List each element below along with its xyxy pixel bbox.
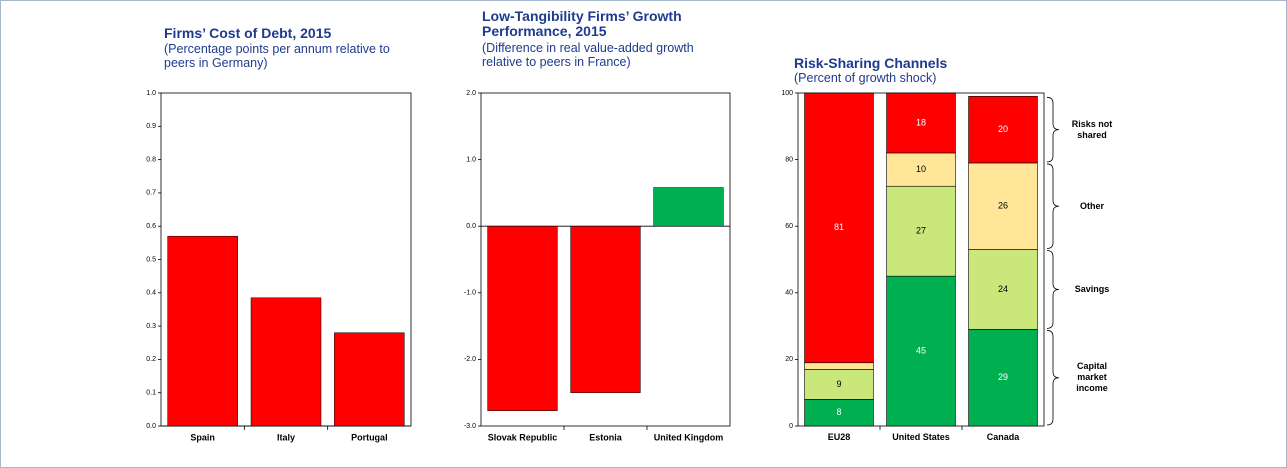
bar-segment — [886, 185, 956, 277]
data-label: 10 — [916, 164, 926, 174]
data-label: 20 — [998, 124, 1008, 134]
bar — [487, 225, 558, 411]
chart-subtitle: (Percent of growth shock) — [794, 71, 937, 85]
bar-segment — [886, 92, 956, 154]
bar-segment — [968, 162, 1038, 250]
y-tick-label: 0.3 — [146, 323, 156, 330]
x-tick-label: Italy — [277, 432, 295, 442]
data-label: 18 — [916, 117, 926, 127]
y-tick-label: 0.0 — [146, 423, 156, 430]
data-label: 29 — [998, 372, 1008, 382]
data-label: 26 — [998, 201, 1008, 211]
y-tick-label: -3.0 — [464, 423, 476, 430]
bar — [653, 187, 724, 227]
legend-bracket — [1046, 250, 1060, 329]
chart-subtitle: (Difference in real value-added growth r… — [482, 41, 694, 69]
y-tick-label: 0.5 — [146, 256, 156, 263]
bar — [250, 297, 322, 427]
bar-segment — [968, 329, 1038, 427]
data-label: 81 — [834, 222, 844, 232]
x-tick-label: Spain — [190, 432, 215, 442]
bar — [570, 225, 641, 393]
y-tick-label: 0 — [789, 423, 793, 430]
chart-title: Firms’ Cost of Debt, 2015 — [164, 25, 332, 41]
data-label: 9 — [836, 379, 841, 389]
bar-segment — [968, 96, 1038, 164]
x-tick-label: Estonia — [589, 432, 623, 442]
x-tick-label: Canada — [986, 432, 1020, 442]
x-tick-label: Slovak Republic — [488, 432, 558, 442]
legend-bracket — [1046, 330, 1060, 426]
y-tick-label: 20 — [785, 356, 793, 363]
y-tick-label: 0.8 — [146, 156, 156, 163]
data-label: 8 — [836, 407, 841, 417]
chart-title: Low-Tangibility Firms’ Growth Performanc… — [482, 8, 682, 39]
bar-segment — [804, 362, 874, 370]
y-tick-label: 0.7 — [146, 190, 156, 197]
chart-subtitle: (Percentage points per annum relative to… — [164, 42, 390, 70]
y-tick-label: -2.0 — [464, 356, 476, 363]
y-tick-label: -1.0 — [464, 290, 476, 297]
bar-segment — [804, 399, 874, 427]
x-tick-label: Portugal — [351, 432, 388, 442]
y-tick-label: 0.1 — [146, 390, 156, 397]
y-tick-label: 0.0 — [466, 223, 476, 230]
x-tick-label: EU28 — [827, 432, 851, 442]
bar — [167, 235, 238, 427]
bar-segment — [886, 275, 956, 427]
data-label: 24 — [998, 284, 1008, 294]
bar-segment — [886, 152, 956, 187]
data-label: 27 — [916, 226, 926, 236]
y-tick-label: 0.6 — [146, 223, 156, 230]
data-label: 45 — [916, 345, 926, 355]
x-tick-label: United Kingdom — [654, 432, 724, 442]
y-tick-label: 1.0 — [146, 90, 156, 97]
legend-label: Other — [1079, 200, 1104, 211]
y-tick-label: 80 — [785, 156, 793, 163]
bar-segment — [968, 249, 1038, 330]
y-tick-label: 0.4 — [146, 290, 156, 297]
chart-title: Risk-Sharing Channels — [794, 55, 948, 71]
y-tick-label: 40 — [785, 290, 793, 297]
legend-bracket — [1046, 96, 1060, 163]
legend-label: Capital market income — [1076, 361, 1108, 394]
y-tick-label: 100 — [781, 90, 793, 97]
bar — [334, 332, 405, 427]
bar-segment — [804, 92, 874, 364]
legend-label: Risks not shared — [1071, 118, 1113, 140]
bar-segment — [804, 369, 874, 400]
y-tick-label: 60 — [785, 223, 793, 230]
legend-bracket — [1046, 163, 1060, 249]
y-tick-label: 2.0 — [466, 90, 476, 97]
y-tick-label: 0.9 — [146, 123, 156, 130]
legend-label: Savings — [1074, 283, 1110, 294]
y-tick-label: 0.2 — [146, 356, 156, 363]
plot-frame — [480, 92, 731, 427]
y-tick-label: 1.0 — [466, 156, 476, 163]
x-tick-label: United States — [892, 432, 950, 442]
